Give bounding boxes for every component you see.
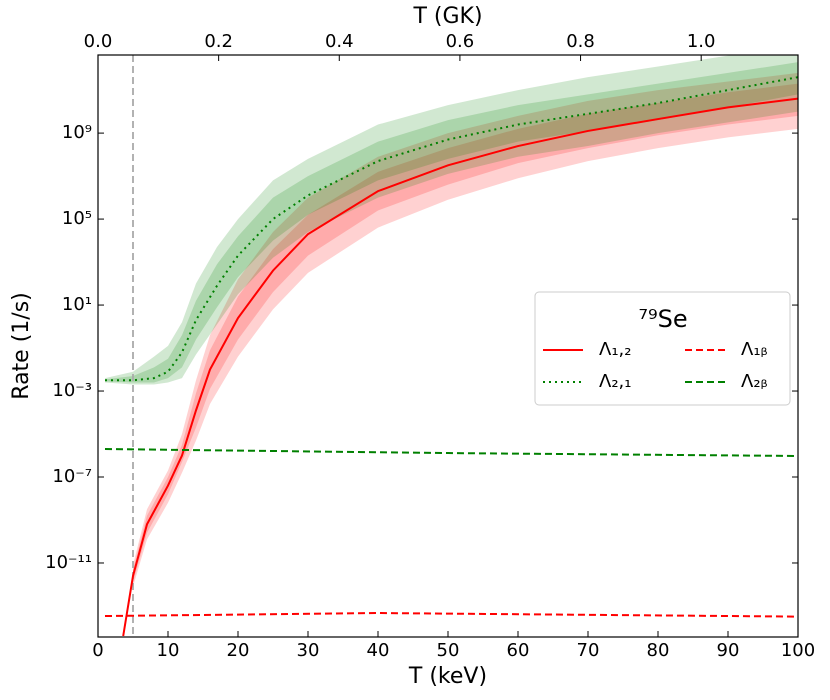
series-line	[104, 448, 798, 457]
x2-tick-label: 0.4	[325, 31, 354, 52]
x-tick-label: 0	[92, 640, 103, 661]
band-inner	[105, 62, 798, 383]
legend-label: Λ₂,₁	[599, 371, 631, 392]
x-tick-label: 90	[717, 640, 740, 661]
lines	[104, 55, 798, 637]
x2-axis-label: T (GK)	[412, 4, 482, 29]
bands	[105, 55, 798, 587]
legend-label: Λ₂ᵦ	[741, 371, 768, 392]
y-axis-label: Rate (1/s)	[9, 292, 34, 399]
legend: ⁷⁹Se Λ₁,₂ Λ₂,₁ Λ₁ᵦ Λ₂ᵦ	[534, 291, 791, 406]
series-line	[104, 612, 798, 618]
y-tick-label: 10⁻⁷	[52, 466, 92, 487]
x-tick-label: 10	[157, 640, 180, 661]
x-tick-label: 100	[781, 640, 815, 661]
x-tick-label: 50	[437, 640, 460, 661]
x-tick-label: 20	[227, 640, 250, 661]
legend-label: Λ₁,₂	[599, 339, 631, 360]
x-axis-label: T (keV)	[408, 664, 487, 689]
y-tick-label: 10⁵	[62, 208, 92, 229]
band-outer	[133, 72, 798, 587]
legend-title: ⁷⁹Se	[638, 305, 687, 333]
y-tick-label: 10⁻¹¹	[45, 552, 92, 573]
y-tick-label: 10⁻³	[52, 380, 92, 401]
legend-box	[534, 291, 791, 406]
series-line	[122, 97, 798, 637]
x-tick-label: 30	[297, 640, 320, 661]
x2-tick-label: 0.8	[566, 31, 595, 52]
legend-label: Λ₁ᵦ	[741, 339, 768, 360]
x2-tick-label: 0.2	[204, 31, 233, 52]
x-tick-label: 40	[367, 640, 390, 661]
x-tick-label: 80	[647, 640, 670, 661]
x2-tick-label: 1.0	[687, 31, 716, 52]
x-tick-label: 70	[577, 640, 600, 661]
x2-tick-label: 0.6	[446, 31, 475, 52]
band-outer	[105, 55, 798, 385]
x-tick-label: 60	[507, 640, 530, 661]
x2-tick-label: 0.0	[84, 31, 113, 52]
y-tick-label: 10¹	[62, 294, 92, 315]
y-tick-label: 10⁹	[62, 122, 92, 143]
